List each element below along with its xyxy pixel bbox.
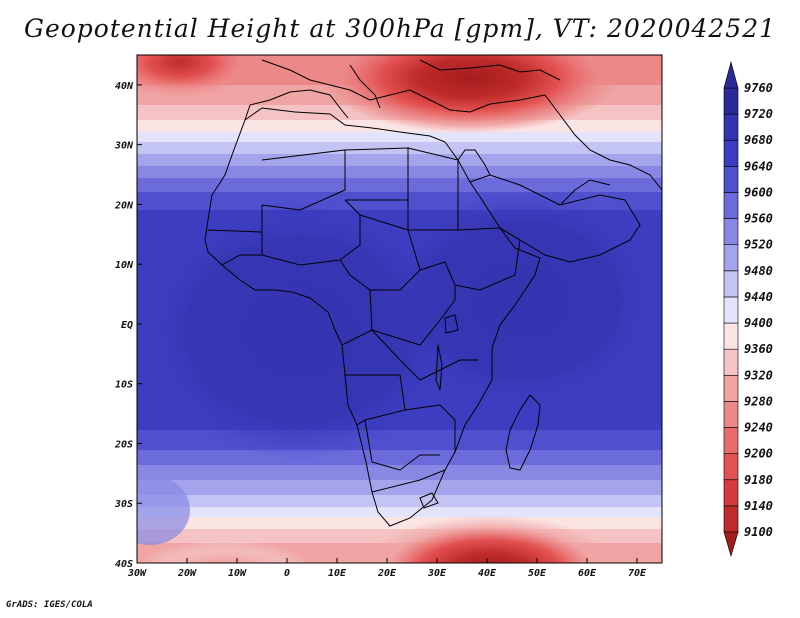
- colorbar-swatch: [723, 218, 739, 246]
- colorbar-min-arrow: [723, 531, 739, 558]
- colorbar-label: 9320: [744, 368, 773, 382]
- x-axis: 30W 20W 10W 0 10E 20E 30E 40E 50E 60E 70E: [127, 558, 647, 579]
- colorbar-label: 9480: [744, 264, 773, 278]
- colorbar-swatch: [723, 322, 739, 350]
- colorbar-swatch: [723, 479, 739, 507]
- colorbar-label: 9400: [744, 316, 773, 330]
- colorbar-swatch: [723, 401, 739, 428]
- colorbar-label: 9440: [744, 290, 773, 304]
- colorbar-swatch: [723, 192, 739, 219]
- colorbar-label: 9280: [744, 394, 773, 408]
- colorbar-label: 9600: [744, 185, 773, 199]
- colorbar-label: 9560: [744, 212, 773, 226]
- colorbar-label: 9180: [744, 473, 773, 487]
- colorbar-label: 9720: [744, 107, 773, 121]
- colorbar-label: 9240: [744, 421, 773, 435]
- chart-title: Geopotential Height at 300hPa [gpm], VT:…: [23, 14, 777, 43]
- y-axis: 40N 30N 20N 10N EQ 10S 20S 30S 40S: [114, 81, 142, 570]
- x-tick-label: 20E: [377, 568, 397, 579]
- colorbar-swatch: [723, 87, 739, 115]
- x-tick-label: 0: [284, 568, 290, 579]
- y-tick-label: 30S: [114, 499, 133, 510]
- colorbar-swatch: [723, 505, 739, 533]
- y-tick-label: 10S: [115, 380, 133, 391]
- colorbar-label: 9640: [744, 159, 773, 173]
- x-tick-label: 30W: [127, 568, 147, 579]
- x-tick-label: 40E: [478, 568, 497, 579]
- colorbar: 9100 9140 9180 9200 9240 9280 9320 9360 9400 9440…: [723, 60, 773, 558]
- height-field: [137, 55, 662, 563]
- y-tick-label: 20S: [114, 439, 133, 450]
- x-tick-label: 50E: [528, 568, 547, 579]
- y-tick-label: EQ: [121, 320, 133, 331]
- colorbar-label: 9140: [744, 499, 773, 513]
- colorbar-swatch: [723, 374, 739, 402]
- colorbar-swatch: [723, 166, 739, 193]
- y-tick-label: 40S: [115, 559, 133, 570]
- x-tick-label: 10E: [328, 568, 347, 579]
- x-tick-label: 30E: [427, 568, 447, 579]
- y-tick-label: 20N: [114, 200, 134, 211]
- x-tick-label: 20W: [177, 568, 197, 579]
- colorbar-swatch: [723, 139, 739, 167]
- colorbar-label: 9760: [744, 81, 773, 95]
- colorbar-label: 9680: [744, 133, 773, 147]
- colorbar-label: 9520: [744, 238, 773, 252]
- colorbar-label: 9360: [744, 342, 773, 356]
- x-tick-label: 60E: [578, 568, 597, 579]
- colorbar-swatch: [723, 453, 739, 481]
- y-tick-label: 30N: [114, 141, 134, 152]
- colorbar-swatch: [723, 296, 739, 324]
- colorbar-swatch: [723, 244, 739, 272]
- colorbar-swatch: [723, 427, 739, 454]
- colorbar-label: 9100: [744, 525, 773, 539]
- colorbar-label: 9200: [744, 447, 773, 461]
- y-tick-label: 40N: [115, 81, 134, 92]
- coastlines: [204, 59, 662, 527]
- x-tick-label: 70E: [628, 568, 647, 579]
- grads-credit: GrADS: IGES/COLA: [6, 600, 93, 610]
- colorbar-swatch: [723, 270, 739, 298]
- x-tick-label: 10W: [228, 568, 247, 579]
- colorbar-swatch: [723, 113, 739, 141]
- colorbar-swatch: [723, 348, 739, 376]
- plot-frame: [136, 54, 663, 564]
- y-tick-label: 10N: [115, 260, 134, 271]
- colorbar-max-arrow: [723, 60, 739, 89]
